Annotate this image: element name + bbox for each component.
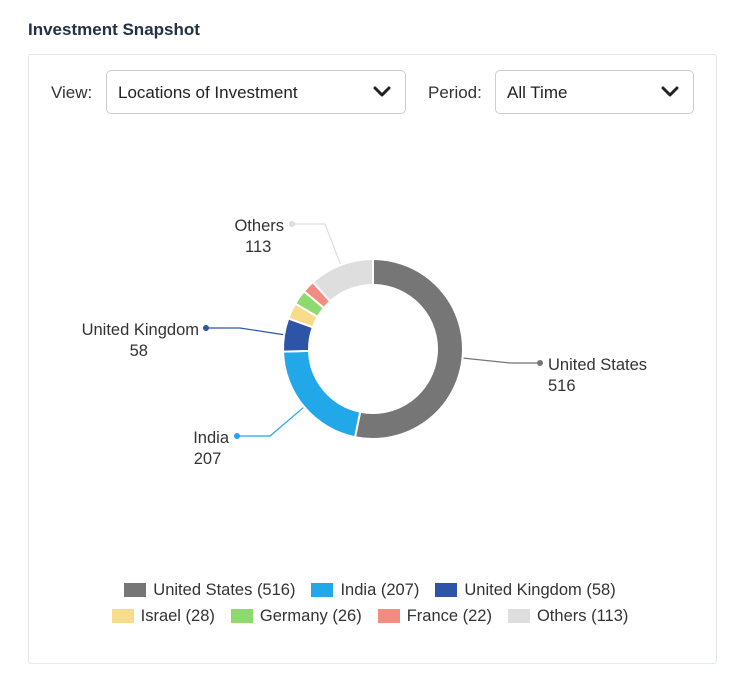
view-select[interactable]: Locations of Investment	[106, 70, 406, 114]
legend-label: India (207)	[340, 580, 420, 599]
callout-dot	[234, 433, 240, 439]
callout-value: 516	[548, 377, 576, 395]
legend-label: France (22)	[406, 606, 492, 625]
chevron-down-icon	[373, 86, 391, 97]
view-select-value: Locations of Investment	[118, 83, 298, 102]
legend-label: United Kingdom (58)	[464, 580, 616, 599]
period-select-value: All Time	[507, 83, 568, 102]
callout-line	[237, 407, 304, 437]
legend-swatch	[507, 609, 530, 623]
legend-item-india[interactable]: India (207)	[311, 581, 419, 600]
callout-value: 113	[245, 238, 271, 256]
page-title: Investment Snapshot	[28, 20, 200, 39]
legend-item-united-kingdom[interactable]: United Kingdom (58)	[435, 580, 616, 600]
legend-item-israel[interactable]: Israel (28)	[111, 606, 215, 626]
callout-dot	[537, 360, 543, 366]
callout-label: United Kingdom	[82, 321, 199, 339]
snapshot-card	[28, 54, 717, 664]
legend-item-others[interactable]: Others (113)	[507, 606, 629, 626]
slice-india[interactable]	[282, 349, 362, 439]
callout-label: India	[193, 429, 230, 447]
callout-value: 207	[194, 450, 222, 468]
callout-value: 58	[130, 342, 148, 360]
legend-item-germany[interactable]: Germany (26)	[230, 606, 362, 626]
legend-swatch	[311, 583, 334, 597]
callout-label: United States	[548, 356, 647, 374]
legend-item-france[interactable]: France (22)	[377, 606, 492, 626]
callout-line	[292, 223, 341, 265]
callout-label: Others	[234, 217, 284, 235]
chart-legend: United States (516) India (207) United K…	[70, 577, 670, 629]
legend-row: Israel (28) Germany (26) France (22) Oth…	[70, 603, 670, 629]
legend-swatch	[111, 609, 134, 623]
legend-label: Israel (28)	[140, 606, 215, 625]
legend-label: Germany (26)	[259, 606, 362, 625]
period-select[interactable]: All Time	[495, 70, 694, 114]
legend-swatch	[124, 583, 147, 597]
callout-line	[463, 357, 540, 364]
callout-dot	[289, 221, 295, 227]
legend-label: United States (516)	[153, 580, 296, 599]
slice-united-states[interactable]	[353, 257, 464, 440]
legend-label: Others (113)	[536, 606, 629, 625]
legend-swatch	[377, 609, 400, 623]
slice-others[interactable]	[311, 257, 374, 303]
view-label: View:	[51, 83, 93, 102]
period-label: Period:	[428, 83, 482, 102]
legend-item-united-states[interactable]: United States (516)	[124, 581, 295, 600]
legend-swatch	[435, 583, 458, 597]
legend-swatch	[230, 609, 253, 623]
legend-row: United States (516) India (207) United K…	[70, 577, 670, 603]
chevron-down-icon	[661, 86, 679, 97]
callout-line	[206, 327, 284, 336]
callout-dot	[203, 325, 209, 331]
